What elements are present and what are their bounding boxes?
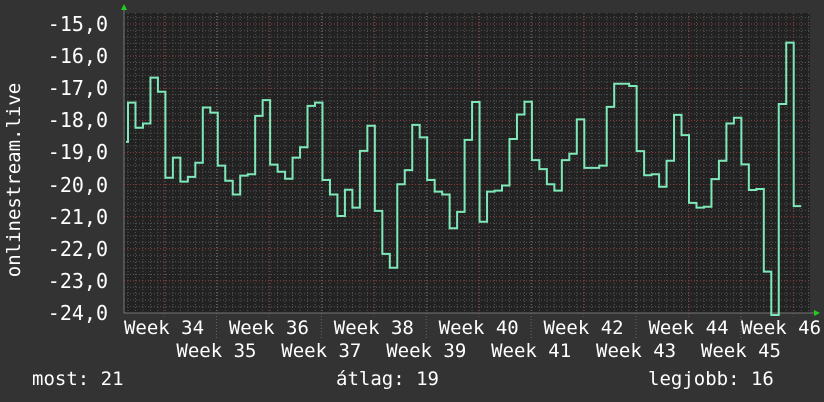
series-line bbox=[126, 41, 802, 316]
x-tick-label: Week 42 bbox=[543, 317, 624, 339]
y-tick-label: -17,0 bbox=[47, 76, 108, 101]
current-value: most: 21 bbox=[32, 368, 124, 390]
x-tick-label: Week 40 bbox=[438, 317, 519, 339]
best-value: legjobb: 16 bbox=[648, 368, 774, 390]
y-tick-label: -24,0 bbox=[47, 301, 108, 325]
x-tick-label: Week 45 bbox=[700, 340, 781, 362]
y-tick-label: -16,0 bbox=[47, 44, 108, 69]
x-tick-label: Week 44 bbox=[648, 317, 729, 339]
x-tick-label: Week 46 bbox=[740, 317, 822, 339]
x-tick-label: Week 34 bbox=[123, 317, 205, 339]
y-axis-arrow-icon bbox=[121, 4, 127, 10]
y-tick-label: -18,0 bbox=[47, 108, 108, 133]
average-value: átlag: 19 bbox=[336, 368, 439, 390]
y-tick-label: -19,0 bbox=[47, 140, 108, 165]
x-tick-label: Week 38 bbox=[333, 317, 414, 339]
x-axis-arrow-icon bbox=[814, 310, 820, 316]
x-tick-label: Week 37 bbox=[281, 340, 362, 362]
x-tick-label: Week 43 bbox=[596, 340, 677, 362]
y-tick-label: -22,0 bbox=[47, 236, 108, 261]
y-axis-title: onlinestream.live bbox=[3, 82, 25, 278]
y-tick-label: -23,0 bbox=[47, 268, 108, 293]
y-tick-label: -20,0 bbox=[47, 172, 108, 197]
x-tick-label: Week 41 bbox=[491, 340, 572, 362]
x-tick-label: Week 35 bbox=[176, 340, 257, 362]
y-tick-label: -15,0 bbox=[47, 12, 108, 36]
x-tick-label: Week 36 bbox=[228, 317, 309, 339]
x-tick-label: Week 39 bbox=[386, 340, 467, 362]
y-tick-label: -21,0 bbox=[47, 204, 108, 229]
